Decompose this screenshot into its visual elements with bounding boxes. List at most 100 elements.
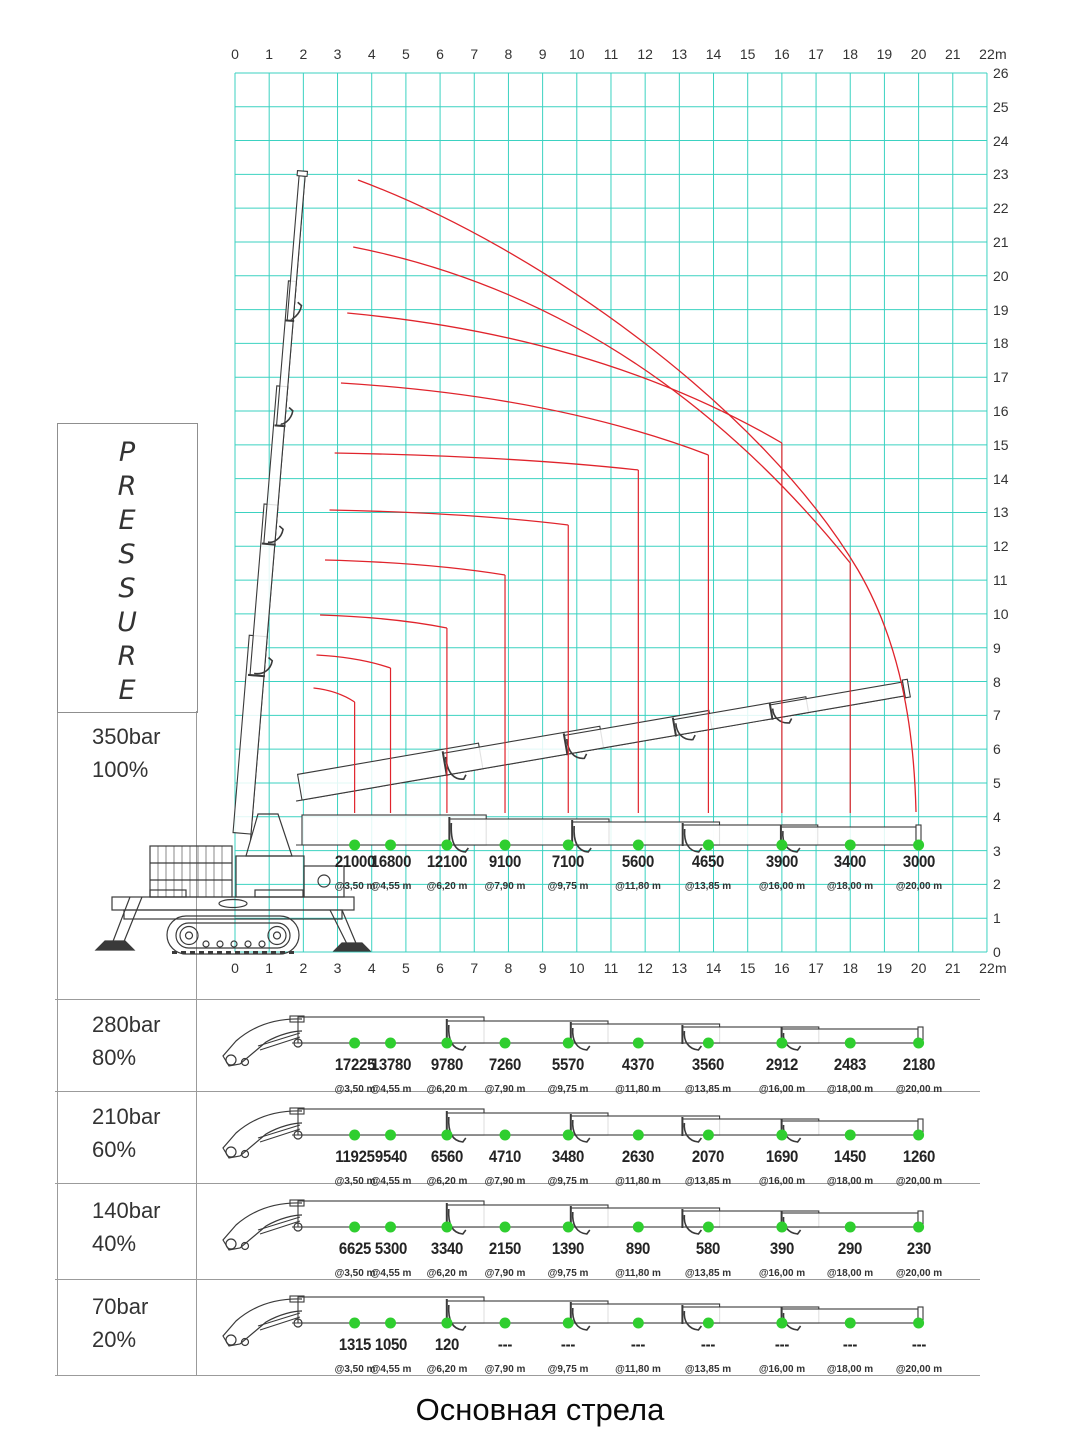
capacity-value: --- bbox=[701, 1335, 716, 1354]
radius-label: @20,00 m bbox=[895, 880, 942, 892]
capacity-value: --- bbox=[497, 1335, 513, 1354]
x-axis-tick-bottom: 11 bbox=[603, 960, 619, 976]
load-curve bbox=[357, 179, 917, 813]
capacity-value: 1260 bbox=[902, 1147, 935, 1166]
pressure-label: 70bar bbox=[92, 1294, 149, 1319]
pressure-word-letter: U bbox=[117, 607, 137, 638]
capacity-marker bbox=[632, 839, 644, 851]
capacity-value: 9780 bbox=[430, 1055, 464, 1074]
y-axis-tick: 26 bbox=[993, 64, 1009, 81]
capacity-value: 1050 bbox=[374, 1335, 407, 1354]
radius-label: @13,85 m bbox=[685, 1267, 732, 1279]
capacity-value: 3480 bbox=[552, 1147, 585, 1166]
capacity-marker bbox=[441, 1221, 453, 1233]
radius-label: @20,00 m bbox=[895, 1363, 942, 1375]
radius-label: @13,85 m bbox=[685, 880, 732, 892]
capacity-marker bbox=[385, 839, 397, 851]
capacity-marker bbox=[441, 1129, 453, 1141]
radius-label: @9,75 m bbox=[547, 1175, 589, 1187]
x-axis-unit-top: m bbox=[995, 46, 1007, 62]
capacity-marker bbox=[844, 1129, 856, 1141]
capacity-marker bbox=[499, 839, 511, 851]
capacity-marker bbox=[702, 1317, 714, 1329]
y-axis-tick: 13 bbox=[993, 504, 1009, 521]
capacity-marker bbox=[776, 839, 788, 851]
radius-label: @7,90 m bbox=[484, 880, 526, 892]
x-axis-tick-top: 12 bbox=[637, 46, 653, 62]
pressure-label: 350bar bbox=[92, 724, 161, 749]
capacity-value: --- bbox=[561, 1335, 576, 1354]
x-axis-tick-top: 9 bbox=[538, 46, 547, 62]
y-axis-tick: 8 bbox=[993, 673, 1001, 690]
pressure-label: 280bar bbox=[92, 1012, 161, 1037]
x-axis-tick-bottom: 8 bbox=[504, 960, 513, 976]
radius-label: @18,00 m bbox=[827, 880, 874, 892]
capacity-marker bbox=[632, 1317, 644, 1329]
capacity-value: 4370 bbox=[622, 1055, 655, 1074]
x-axis-tick-bottom: 21 bbox=[944, 960, 961, 976]
x-axis-tick-top: 8 bbox=[504, 46, 513, 62]
capacity-marker bbox=[776, 1221, 788, 1233]
capacity-marker bbox=[349, 1037, 361, 1049]
capacity-value: 4650 bbox=[692, 852, 725, 871]
radius-label: @6,20 m bbox=[426, 1175, 468, 1187]
x-axis-tick-bottom: 18 bbox=[842, 960, 859, 976]
load-curve bbox=[353, 246, 851, 564]
radius-label: @13,85 m bbox=[685, 1363, 732, 1375]
pressure-word-letter: E bbox=[118, 675, 136, 706]
capacity-value: 9540 bbox=[374, 1147, 407, 1166]
capacity-value: 120 bbox=[434, 1335, 459, 1354]
y-axis-tick: 19 bbox=[993, 301, 1009, 318]
capacity-value: 230 bbox=[906, 1239, 931, 1258]
radius-label: @20,00 m bbox=[895, 1267, 942, 1279]
y-axis-tick: 16 bbox=[993, 403, 1009, 420]
capacity-value: 2150 bbox=[488, 1239, 522, 1258]
capacity-value: 2070 bbox=[692, 1147, 725, 1166]
radius-label: @3,50 m bbox=[334, 1175, 376, 1187]
load-curve bbox=[340, 382, 709, 456]
capacity-value: 5570 bbox=[552, 1055, 585, 1074]
x-axis-tick-top: 20 bbox=[910, 46, 927, 62]
table-border-lines bbox=[55, 711, 980, 1376]
x-axis-tick-bottom: 22 bbox=[979, 960, 995, 976]
capacity-marker bbox=[385, 1129, 397, 1141]
x-axis-tick-top: 14 bbox=[705, 46, 722, 62]
y-axis-tick: 3 bbox=[993, 842, 1001, 859]
pressure-word-letter: S bbox=[118, 573, 136, 604]
radius-label: @9,75 m bbox=[547, 880, 589, 892]
radius-label: @7,90 m bbox=[484, 1363, 526, 1375]
capacity-marker bbox=[349, 1317, 361, 1329]
capacity-value: --- bbox=[631, 1335, 646, 1354]
capacity-value: 3340 bbox=[430, 1239, 464, 1258]
radius-label: @4,55 m bbox=[370, 1175, 411, 1187]
radius-label: @16,00 m bbox=[758, 880, 806, 892]
capacity-value: 290 bbox=[838, 1239, 863, 1258]
pressure-word-letter: E bbox=[118, 505, 136, 536]
capacity-value: 12100 bbox=[426, 852, 468, 871]
radius-label: @11,80 m bbox=[615, 1267, 662, 1279]
pressure-word-letter: R bbox=[117, 471, 137, 502]
radius-label: @20,00 m bbox=[895, 1175, 942, 1187]
radius-label: @4,55 m bbox=[370, 880, 411, 892]
capacity-value: --- bbox=[843, 1335, 858, 1354]
radius-label: @6,20 m bbox=[426, 880, 468, 892]
capacity-marker bbox=[349, 839, 361, 851]
radius-label: @18,00 m bbox=[827, 1175, 874, 1187]
radius-label: @16,00 m bbox=[758, 1083, 806, 1095]
capacity-marker bbox=[913, 1129, 925, 1141]
pressure-percent-label: 40% bbox=[92, 1231, 137, 1256]
capacity-marker bbox=[913, 1317, 925, 1329]
capacity-value: 7100 bbox=[552, 852, 585, 871]
x-axis-tick-bottom: 3 bbox=[333, 960, 342, 976]
radius-label: @16,00 m bbox=[758, 1363, 806, 1375]
radius-label: @18,00 m bbox=[827, 1363, 874, 1375]
radius-label: @18,00 m bbox=[827, 1083, 874, 1095]
capacity-value: 3400 bbox=[834, 852, 867, 871]
x-axis-tick-bottom: 19 bbox=[876, 960, 893, 976]
radius-label: @9,75 m bbox=[547, 1083, 589, 1095]
capacity-marker bbox=[632, 1129, 644, 1141]
capacity-value: 17225 bbox=[334, 1055, 375, 1074]
